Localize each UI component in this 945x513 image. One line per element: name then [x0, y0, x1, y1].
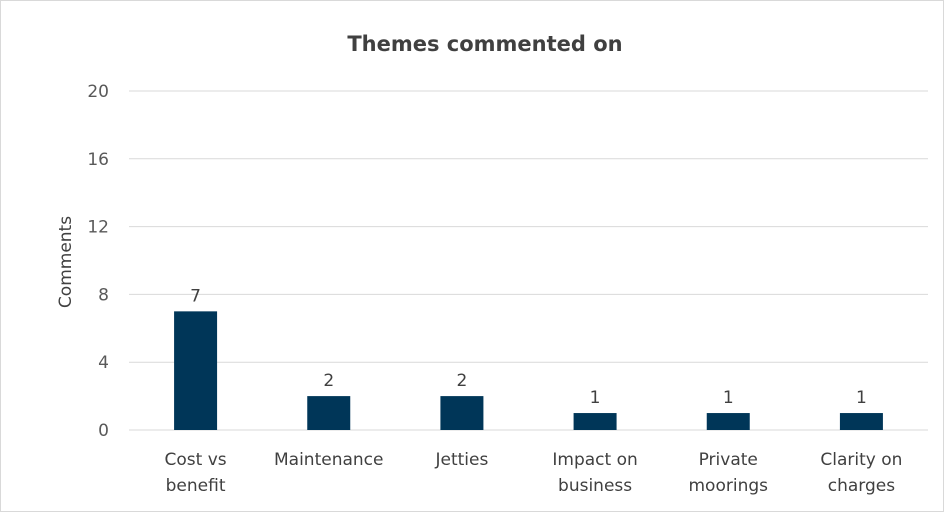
y-tick-label: 0 [98, 421, 109, 441]
x-category-label: Jetties [434, 450, 488, 470]
gridlines [129, 90, 928, 431]
x-category-label: Maintenance [274, 450, 383, 470]
y-axis-ticks: 0 4 8 12 16 20 [87, 82, 109, 441]
x-category-line: Private [699, 450, 758, 470]
data-label: 1 [856, 388, 867, 408]
y-tick-label: 8 [98, 285, 109, 305]
bar [440, 396, 484, 430]
chart-title: Themes commented on [347, 32, 622, 56]
bar [706, 413, 750, 430]
data-label: 2 [457, 371, 468, 391]
x-category-line: Clarity on [820, 450, 902, 470]
x-category-line: moorings [689, 476, 769, 496]
x-category-line: benefit [166, 476, 226, 496]
x-category-line: Cost vs [165, 450, 227, 470]
x-category-line: Jetties [434, 450, 488, 470]
y-tick-label: 16 [87, 150, 109, 170]
x-category-label: Impact on business [552, 450, 637, 496]
x-category-label: Clarity on charges [820, 450, 902, 496]
y-tick-label: 4 [98, 353, 109, 373]
y-tick-label: 12 [87, 218, 109, 238]
data-label: 2 [323, 371, 334, 391]
x-category-line: Maintenance [274, 450, 383, 470]
bar [174, 311, 218, 430]
bar [307, 396, 351, 430]
data-label: 7 [190, 286, 201, 306]
y-tick-label: 20 [87, 82, 109, 102]
x-axis-categories: Cost vs benefit Maintenance Jetties Impact o… [165, 450, 903, 496]
data-label: 1 [590, 388, 601, 408]
bar [573, 413, 617, 430]
x-category-label: Private moorings [689, 450, 769, 496]
data-labels: 7 2 2 1 1 1 [190, 286, 867, 408]
x-category-line: Impact on [552, 450, 637, 470]
x-category-label: Cost vs benefit [165, 450, 227, 496]
bars [174, 311, 883, 430]
y-axis-title: Comments [56, 216, 76, 308]
x-category-line: business [558, 476, 632, 496]
x-category-line: charges [828, 476, 895, 496]
data-label: 1 [723, 388, 734, 408]
bar [839, 413, 883, 430]
